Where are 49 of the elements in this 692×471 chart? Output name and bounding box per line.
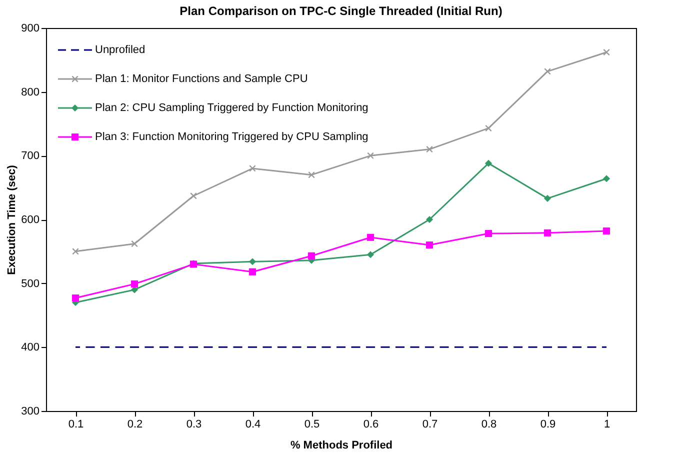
- point: [603, 48, 610, 56]
- point: [72, 294, 80, 302]
- point: [248, 268, 256, 276]
- y-tick-label: 700: [21, 150, 40, 162]
- x-tick-label: 1: [604, 418, 610, 430]
- legend-label: Plan 1: Monitor Functions and Sample CPU: [95, 73, 308, 85]
- x-tick-label: 0.3: [186, 418, 202, 430]
- point: [544, 194, 552, 202]
- point: [485, 124, 492, 132]
- x-tick-label: 0.5: [304, 418, 320, 430]
- point: [190, 192, 197, 200]
- point: [544, 68, 551, 75]
- point: [602, 175, 610, 182]
- point: [367, 152, 374, 160]
- point: [131, 240, 138, 248]
- point: [308, 252, 316, 260]
- y-tick-label: 800: [21, 86, 40, 98]
- x-tick-label: 0.2: [127, 418, 143, 430]
- y-tick-label: 400: [21, 342, 40, 354]
- chart-title: Plan Comparison on TPC-C Single Threaded (Initial Run): [180, 4, 502, 18]
- y-tick-label: 600: [21, 214, 40, 226]
- x-tick-label: 0.1: [68, 418, 84, 430]
- point: [72, 248, 79, 255]
- x-tick-label: 0.4: [245, 418, 261, 430]
- point: [426, 241, 434, 249]
- point: [249, 165, 256, 172]
- legend-label: Plan 3: Function Monitoring Triggered by CPU Sampling: [95, 131, 368, 143]
- point: [426, 146, 433, 153]
- legend-label: Unprofiled: [95, 44, 146, 56]
- point: [484, 160, 492, 167]
- point: [366, 251, 374, 258]
- point: [544, 229, 552, 236]
- x-axis-title: % Methods Profiled: [290, 440, 393, 452]
- point: [130, 280, 138, 288]
- x-tick-label: 0.7: [422, 418, 438, 430]
- point: [366, 234, 374, 241]
- point: [426, 216, 434, 224]
- y-tick-label: 900: [21, 22, 40, 34]
- y-tick-label: 500: [21, 278, 40, 290]
- y-axis-title: Execution Time (sec): [6, 164, 18, 275]
- legend-label: Plan 2: CPU Sampling Triggered by Function Monitoring: [95, 102, 368, 114]
- y-tick-label: 300: [21, 406, 40, 418]
- point: [308, 171, 315, 178]
- x-tick-label: 0.8: [481, 418, 497, 430]
- point: [248, 258, 256, 266]
- point: [602, 227, 610, 235]
- x-tick-label: 0.6: [363, 418, 379, 430]
- point: [484, 230, 492, 238]
- x-tick-label: 0.9: [540, 418, 556, 430]
